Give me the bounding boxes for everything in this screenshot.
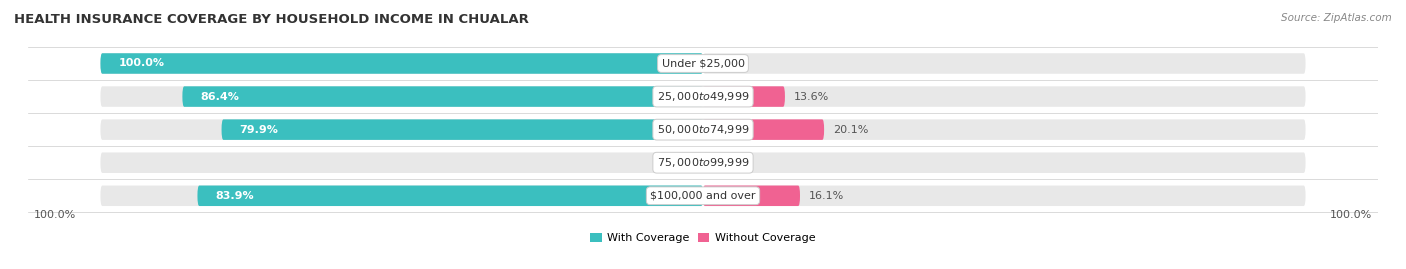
Text: $100,000 and over: $100,000 and over [650, 191, 756, 201]
FancyBboxPatch shape [703, 186, 1306, 206]
Text: 100.0%: 100.0% [1330, 210, 1372, 220]
Text: Source: ZipAtlas.com: Source: ZipAtlas.com [1281, 13, 1392, 23]
Text: 83.9%: 83.9% [215, 191, 254, 201]
Text: $25,000 to $49,999: $25,000 to $49,999 [657, 90, 749, 103]
Text: 0.0%: 0.0% [716, 58, 744, 69]
FancyBboxPatch shape [100, 53, 703, 74]
FancyBboxPatch shape [703, 186, 800, 206]
Text: 100.0%: 100.0% [118, 58, 165, 69]
FancyBboxPatch shape [100, 153, 703, 173]
FancyBboxPatch shape [222, 119, 703, 140]
Text: $75,000 to $99,999: $75,000 to $99,999 [657, 156, 749, 169]
FancyBboxPatch shape [703, 86, 1306, 107]
Legend: With Coverage, Without Coverage: With Coverage, Without Coverage [586, 228, 820, 247]
Text: 13.6%: 13.6% [794, 91, 830, 102]
FancyBboxPatch shape [100, 119, 703, 140]
Text: 0.0%: 0.0% [716, 158, 744, 168]
Text: Under $25,000: Under $25,000 [661, 58, 745, 69]
Text: 16.1%: 16.1% [808, 191, 844, 201]
FancyBboxPatch shape [703, 86, 785, 107]
Text: 86.4%: 86.4% [201, 91, 239, 102]
Text: HEALTH INSURANCE COVERAGE BY HOUSEHOLD INCOME IN CHUALAR: HEALTH INSURANCE COVERAGE BY HOUSEHOLD I… [14, 13, 529, 26]
FancyBboxPatch shape [703, 119, 824, 140]
Text: 20.1%: 20.1% [834, 125, 869, 135]
Text: 100.0%: 100.0% [34, 210, 76, 220]
FancyBboxPatch shape [100, 86, 703, 107]
FancyBboxPatch shape [703, 153, 1306, 173]
Text: 79.9%: 79.9% [239, 125, 278, 135]
Text: $50,000 to $74,999: $50,000 to $74,999 [657, 123, 749, 136]
FancyBboxPatch shape [100, 53, 703, 74]
FancyBboxPatch shape [100, 186, 703, 206]
FancyBboxPatch shape [703, 119, 1306, 140]
FancyBboxPatch shape [703, 53, 1306, 74]
FancyBboxPatch shape [197, 186, 703, 206]
Text: 0.0%: 0.0% [662, 158, 690, 168]
FancyBboxPatch shape [183, 86, 703, 107]
